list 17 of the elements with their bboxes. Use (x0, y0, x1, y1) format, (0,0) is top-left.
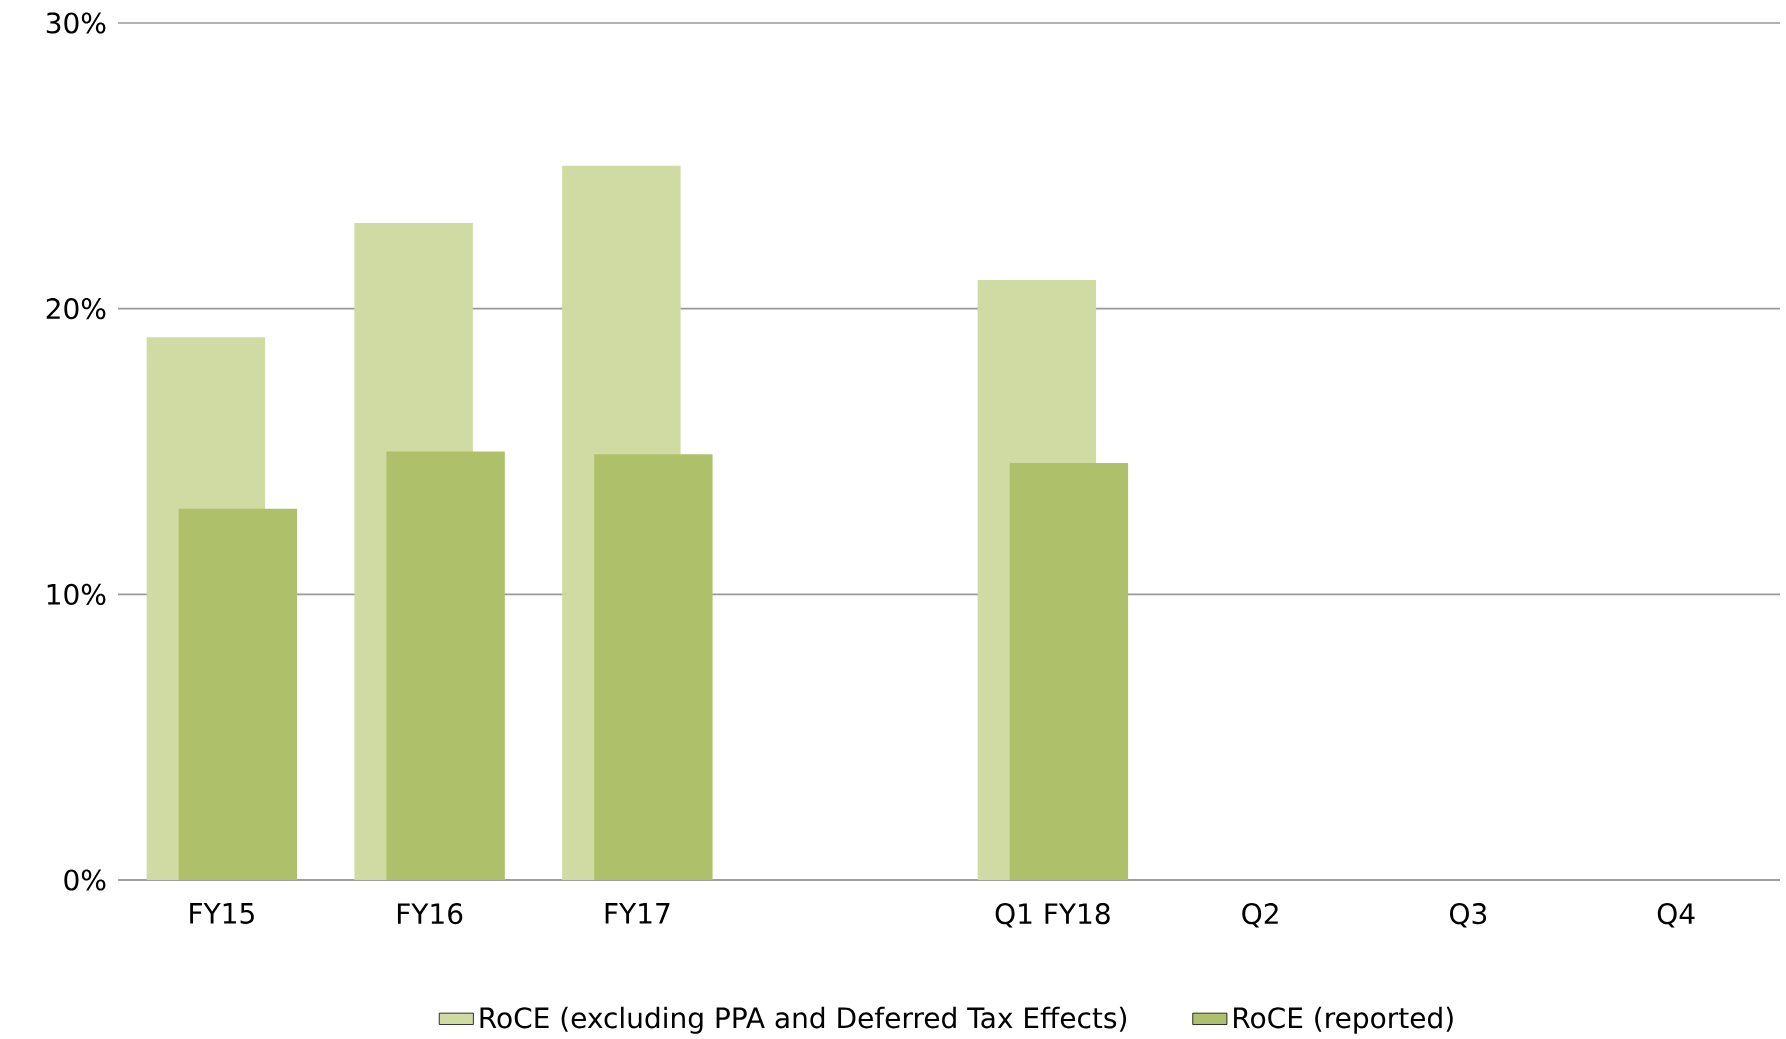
y-tick-label: 10% (47, 583, 106, 605)
x-tick-label: Q1 FY18 (995, 903, 1110, 928)
bar (178, 508, 298, 881)
legend-label: RoCE (excluding PPA and Deferred Tax Effects) (480, 1006, 1127, 1034)
x-tick-label: Q3 (1450, 903, 1487, 928)
y-tick-label: 0% (64, 869, 106, 891)
legend-label: RoCE (reported) (1234, 1006, 1453, 1034)
x-tick-label: Q4 (1657, 903, 1695, 928)
y-tick-label: 30% (46, 12, 106, 34)
bar (1009, 462, 1129, 881)
bar (594, 454, 713, 881)
x-tick-label: Q2 (1242, 903, 1278, 928)
y-tick-label: 20% (46, 298, 106, 320)
bar (386, 451, 505, 881)
x-tick-label: FY17 (605, 903, 670, 924)
x-tick-label: FY16 (397, 903, 463, 925)
x-tick-label: FY15 (190, 903, 254, 924)
